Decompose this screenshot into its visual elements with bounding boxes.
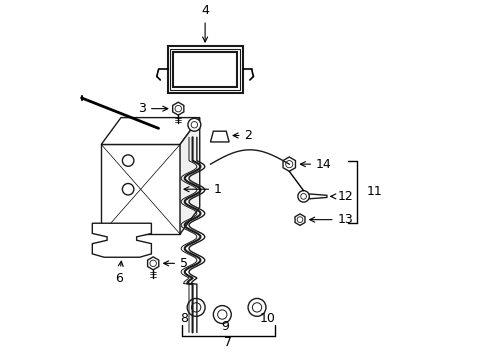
Circle shape bbox=[247, 298, 265, 316]
Polygon shape bbox=[92, 223, 151, 257]
Text: 11: 11 bbox=[366, 185, 381, 198]
Polygon shape bbox=[147, 257, 159, 270]
Text: 13: 13 bbox=[309, 213, 353, 226]
Circle shape bbox=[122, 155, 134, 166]
Text: 4: 4 bbox=[201, 4, 209, 42]
Circle shape bbox=[187, 118, 201, 131]
Circle shape bbox=[122, 184, 134, 195]
Circle shape bbox=[187, 298, 204, 316]
Text: 2: 2 bbox=[233, 129, 252, 142]
Text: 8: 8 bbox=[179, 312, 187, 325]
Text: 10: 10 bbox=[259, 312, 275, 325]
Polygon shape bbox=[210, 131, 229, 142]
Text: 7: 7 bbox=[224, 336, 232, 348]
Polygon shape bbox=[101, 144, 180, 234]
Text: 6: 6 bbox=[115, 261, 123, 284]
Circle shape bbox=[213, 306, 231, 324]
Text: 14: 14 bbox=[300, 158, 331, 171]
Polygon shape bbox=[303, 194, 326, 199]
Text: 5: 5 bbox=[163, 257, 188, 270]
Polygon shape bbox=[283, 157, 295, 171]
Polygon shape bbox=[294, 214, 305, 225]
Circle shape bbox=[297, 191, 309, 202]
Polygon shape bbox=[101, 118, 199, 144]
Polygon shape bbox=[180, 118, 199, 234]
Text: 9: 9 bbox=[221, 320, 228, 333]
Text: 12: 12 bbox=[330, 190, 353, 203]
Text: 3: 3 bbox=[138, 102, 167, 115]
Text: 1: 1 bbox=[183, 183, 222, 196]
Polygon shape bbox=[172, 102, 183, 115]
Polygon shape bbox=[170, 49, 239, 90]
